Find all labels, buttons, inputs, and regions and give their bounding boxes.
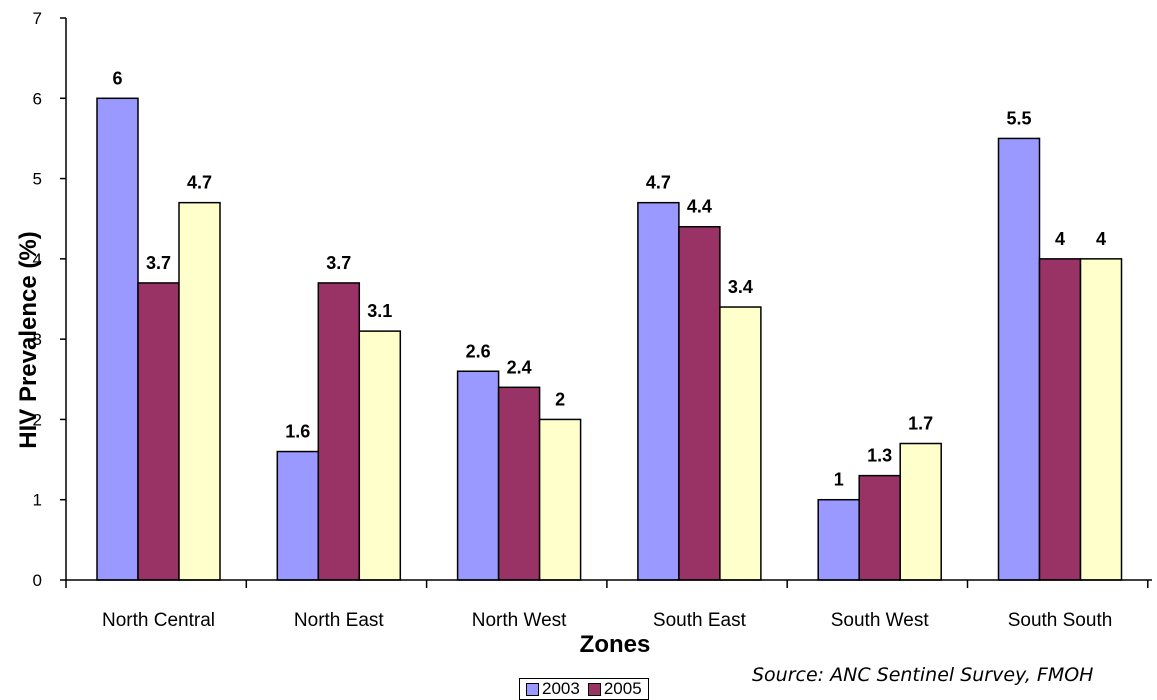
- data-label: 4.7: [187, 173, 212, 193]
- y-tick-label: 1: [33, 491, 42, 510]
- bar-series-3: [358, 330, 402, 581]
- bar-2003: [817, 498, 860, 581]
- data-label: 3.7: [146, 253, 171, 273]
- y-tick-label: 0: [33, 571, 42, 590]
- bar-2005: [497, 386, 541, 581]
- bar-2003: [456, 370, 500, 581]
- bar-series-3: [538, 418, 582, 581]
- data-label: 3.1: [367, 301, 392, 321]
- legend-label-2005: 2005: [603, 679, 642, 698]
- y-tick-label: 6: [33, 89, 42, 108]
- y-tick-label: 4: [33, 250, 42, 269]
- bar-series-3: [1079, 258, 1123, 581]
- bar-2003: [96, 97, 139, 581]
- bar-series-3: [178, 201, 221, 581]
- bars-group: [96, 97, 1123, 581]
- bar-series-3: [899, 442, 942, 581]
- data-label: 4.4: [687, 197, 712, 217]
- legend: 2003 2005: [519, 678, 649, 700]
- x-tick-label: South South: [1008, 610, 1113, 631]
- x-tick-label: South East: [653, 610, 747, 631]
- y-ticks-group: 0 1 2 3 4 5 6 7: [33, 9, 66, 590]
- data-label: 6: [112, 68, 122, 88]
- bar-2005: [678, 225, 721, 581]
- data-label: 1.6: [285, 422, 310, 442]
- x-tick-label: North West: [472, 610, 567, 631]
- legend-swatch-2005: [587, 682, 601, 696]
- data-label: 3.7: [326, 253, 351, 273]
- legend-item-2005: 2005: [587, 679, 642, 699]
- y-tick-label: 3: [33, 330, 42, 349]
- source-note: Source: ANC Sentinel Survey, FMOH: [752, 664, 1094, 686]
- bar-2005: [1038, 258, 1082, 581]
- y-tick-label: 2: [33, 410, 42, 429]
- data-label: 4: [1055, 229, 1065, 249]
- data-labels-group: 6 3.7 4.7 1.6 3.7 3.1 2.6 2.4 2 4.7 4.4 3.4 1 1.3 1.7 5…: [112, 68, 1106, 489]
- x-tick-label: North Central: [102, 610, 215, 631]
- bar-2003: [637, 201, 680, 581]
- data-label: 5.5: [1006, 108, 1031, 128]
- data-label: 3.4: [728, 277, 753, 297]
- y-axis-title: HIV Prevalence (%): [15, 231, 42, 448]
- data-label: 2: [555, 389, 565, 409]
- data-label: 1: [834, 470, 844, 490]
- y-tick-label: 7: [33, 9, 42, 28]
- bar-2005: [858, 474, 901, 581]
- legend-swatch-2003: [526, 682, 539, 696]
- data-label: 4: [1096, 229, 1106, 249]
- bar-2005: [137, 282, 180, 581]
- x-tick-label: South West: [831, 610, 930, 631]
- data-label: 2.4: [507, 357, 532, 377]
- y-tick-label: 5: [33, 170, 42, 189]
- x-ticks-group: North Central North East North West South E…: [65, 580, 1149, 631]
- bar-2003: [276, 450, 320, 581]
- legend-label-2003: 2003: [542, 679, 580, 698]
- legend-item-2003: 2003: [526, 679, 580, 699]
- data-label: 4.7: [646, 173, 671, 193]
- x-axis-title: Zones: [580, 631, 651, 658]
- data-label: 1.3: [867, 446, 892, 466]
- bar-2005: [317, 282, 361, 581]
- data-label: 2.6: [466, 341, 491, 361]
- bar-series-3: [719, 306, 762, 581]
- data-label: 1.7: [908, 414, 933, 434]
- bar-2003: [997, 137, 1041, 581]
- x-tick-label: North East: [294, 610, 384, 631]
